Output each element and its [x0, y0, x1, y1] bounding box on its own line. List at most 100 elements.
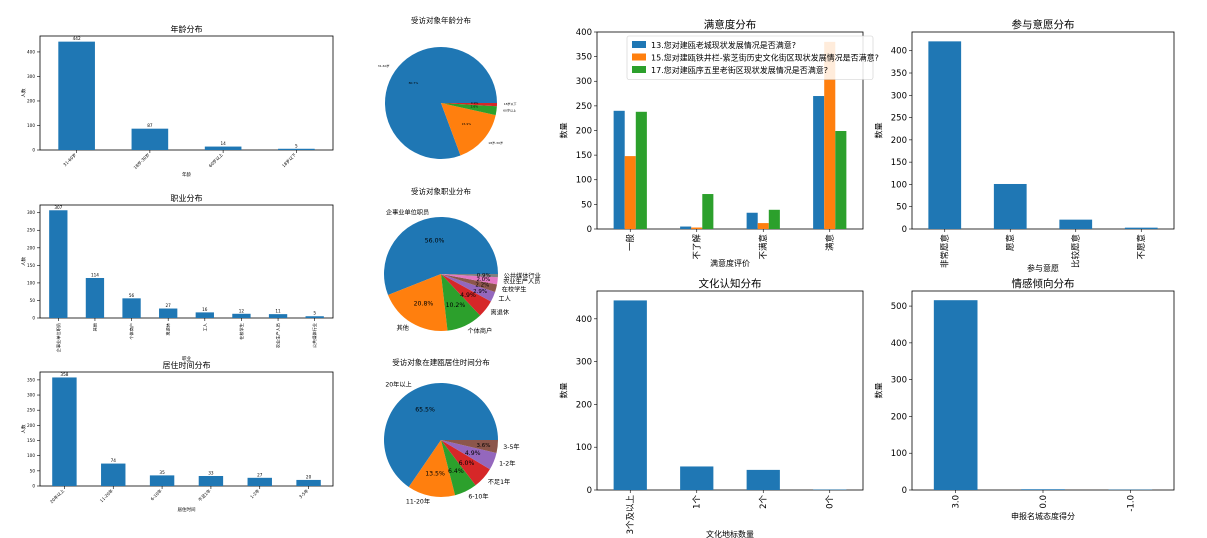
chart-res_bar: 居住时间分布 0 50 100 150 200 250 300 350 人数 358 20年以上 74 1…: [20, 360, 334, 513]
x-tick-label: 不满意: [758, 234, 769, 260]
bar-value-label: 27: [257, 472, 263, 477]
bar: [85, 277, 105, 318]
chart-age_pie: 受访对象年龄分布 31-60岁 80.7% 18岁-30岁 15.9% 60岁以上 2.6%…: [378, 15, 517, 160]
plot-frame: [39, 371, 334, 487]
chart-title: 受访对象职业分布: [411, 186, 471, 196]
y-tick-label: 100: [891, 180, 907, 190]
pie-label: 离退休: [491, 308, 510, 316]
x-tick-label: 其他: [91, 322, 98, 331]
bar: [131, 128, 169, 150]
y-tick-label: 200: [27, 423, 35, 428]
y-tick-label: 0: [32, 147, 35, 152]
bar-value-label: 442: [73, 36, 81, 41]
x-tick-label: 工人: [202, 322, 207, 331]
y-tick-label: 350: [891, 69, 907, 79]
bar-value-label: 114: [91, 272, 99, 277]
bar: [746, 212, 758, 229]
chart-title: 职业分布: [171, 193, 203, 203]
bar-value-label: 16: [202, 307, 208, 312]
bar: [993, 183, 1027, 229]
x-tick-label: 比较愿意: [1071, 234, 1082, 268]
chart-title: 满意度分布: [704, 18, 757, 31]
bar: [613, 110, 625, 229]
y-tick-label: 0: [32, 483, 35, 488]
bar-value-label: 5: [313, 311, 316, 316]
bar: [813, 96, 825, 230]
legend-swatch: [632, 41, 646, 48]
chart-res_pie: 受访对象在建瓯居住时间分布 20年以上 65.5% 11-20年 13.5% 6-10年 6…: [383, 357, 520, 506]
pie-pct-label: 6.0%: [459, 460, 475, 467]
bar: [58, 41, 95, 150]
y-axis-label: 数量: [558, 123, 568, 139]
legend-swatch: [632, 53, 646, 61]
y-tick-label: 150: [27, 438, 35, 443]
pie-label: 60岁以上: [503, 108, 516, 113]
pie-pct-label: 2.6%: [470, 105, 478, 109]
pie-label: 公共媒体行业: [504, 272, 541, 280]
pie-label: 31-60岁: [378, 63, 390, 68]
plot-frame: [39, 35, 334, 151]
pie-pct-label: 3.6%: [476, 443, 490, 449]
y-tick-label: 50: [896, 203, 907, 213]
x-axis-label: 居住时间: [178, 506, 196, 513]
y-tick-label: 50: [30, 298, 36, 303]
pie-pct-label: 2.0%: [476, 277, 490, 283]
bar: [305, 316, 324, 318]
x-tick-label: 18岁-30岁: [132, 151, 151, 170]
pie-pct-label: 2.2%: [475, 283, 489, 289]
y-tick-label: 400: [576, 28, 592, 38]
x-tick-label: 个体商户: [128, 323, 135, 340]
pie-slice: [441, 440, 498, 453]
y-tick-label: 150: [576, 151, 592, 161]
bar: [768, 209, 780, 229]
pie-label: 1-2年: [499, 460, 515, 468]
bar: [268, 314, 288, 318]
bar-value-label: 358: [60, 372, 68, 377]
x-axis-label: 文化地标数量: [706, 529, 754, 538]
x-tick-label: 3.0: [952, 495, 962, 509]
bar: [933, 300, 978, 490]
x-axis-label: 职业: [182, 355, 191, 362]
bar: [159, 308, 178, 318]
y-tick-label: 150: [891, 158, 907, 168]
x-tick-label: 愿意: [1005, 234, 1016, 251]
x-tick-label: 公共媒体行业: [311, 323, 318, 348]
bar: [702, 194, 714, 229]
pie-label: 11-20年: [406, 498, 430, 506]
legend: 13.您对建瓯老城现状发展情况是否满意? 15.您对建瓯铁井栏-紫芝街历史文化街区…: [626, 35, 879, 80]
bar: [928, 41, 962, 230]
y-tick-label: 350: [27, 377, 35, 382]
y-tick-label: 400: [891, 47, 907, 57]
pie-label: 18岁以下: [504, 101, 517, 106]
y-tick-label: 100: [27, 453, 35, 458]
pie-slice: [441, 274, 498, 292]
bar: [835, 130, 847, 229]
pie-slice: [441, 103, 496, 156]
y-tick-label: 300: [576, 77, 592, 87]
bar: [746, 469, 780, 490]
chart-satisfaction: 满意度分布050100150200250300350400数量一般 不了解 不满意满…: [558, 18, 878, 268]
y-tick-label: 250: [27, 408, 35, 413]
pie-slice: [441, 274, 481, 331]
bar: [278, 148, 315, 150]
bar: [198, 475, 224, 486]
y-tick-label: 0: [902, 225, 907, 235]
pie-pct-label: 6.4%: [448, 468, 464, 475]
bar: [204, 146, 242, 150]
legend-box: [626, 35, 874, 80]
pie-pct-label: 0.9%: [471, 101, 479, 105]
pie-slice: [441, 103, 497, 107]
y-tick-label: 200: [27, 98, 35, 103]
y-tick-label: 300: [891, 91, 907, 101]
x-tick-label: 31-60岁: [62, 151, 79, 168]
pie-pct-label: 10.2%: [446, 302, 466, 309]
pie-slice: [441, 274, 498, 278]
y-tick-label: 400: [576, 315, 592, 325]
bar: [691, 227, 703, 229]
bar: [757, 223, 769, 229]
x-tick-label: 60岁以上: [207, 151, 225, 169]
bar: [680, 226, 692, 229]
pie-slice: [441, 440, 497, 470]
